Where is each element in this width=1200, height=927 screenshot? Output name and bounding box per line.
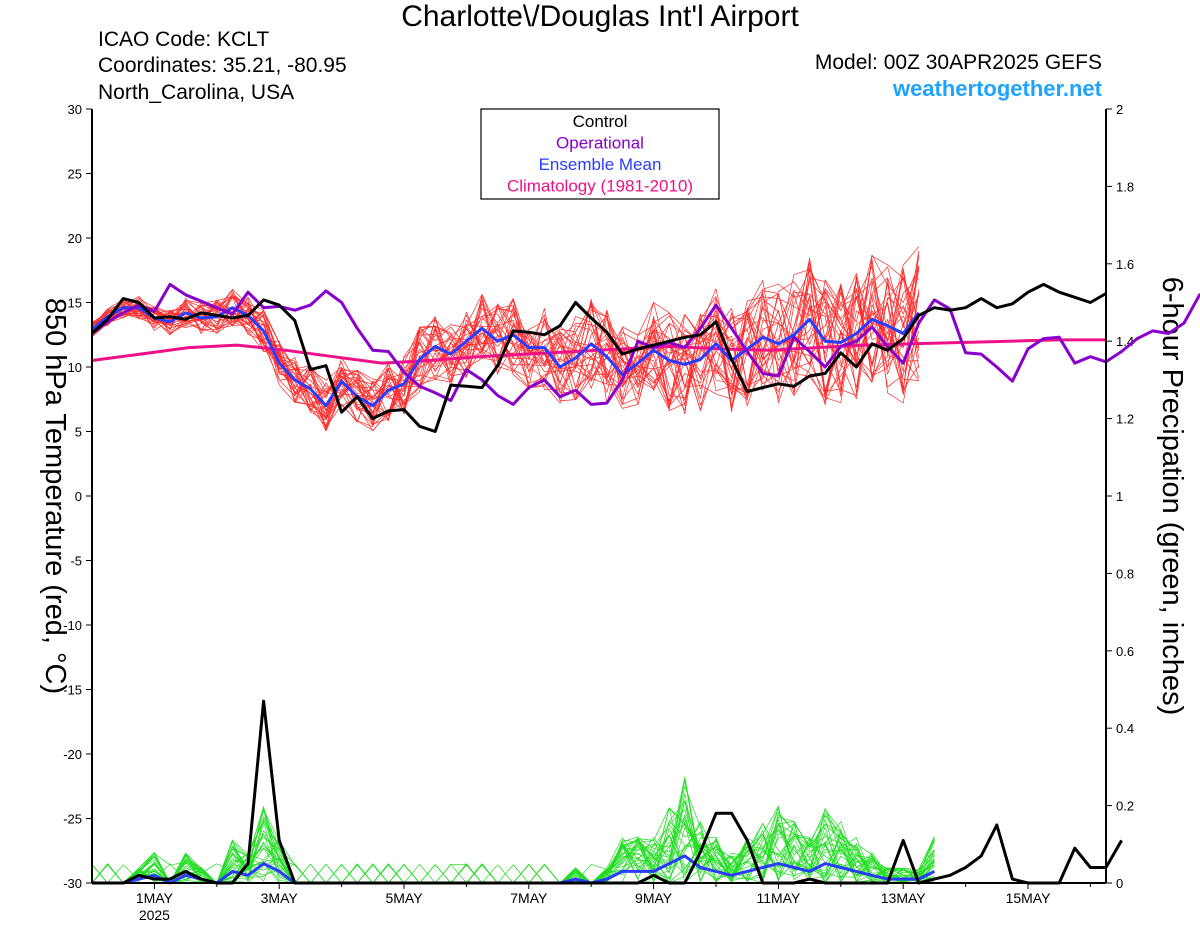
right-tick-label: 0.2 (1116, 799, 1134, 814)
right-axis-label: 6-hour Precipation (green, inches) (1156, 277, 1188, 715)
legend-box (480, 108, 720, 200)
left-tick-label: -15 (63, 683, 82, 698)
right-tick-label: 0 (1116, 876, 1123, 891)
location-label: North_Carolina, USA (98, 81, 295, 104)
x-tick-label: 15MAY (1006, 890, 1052, 906)
x-tick-label: 5MAY (385, 890, 423, 906)
left-tick-label: 25 (68, 167, 82, 182)
x-tick-sublabel: 2025 (139, 907, 170, 923)
ensemble-temp-line (91, 259, 920, 415)
left-tick-label: 30 (68, 102, 82, 117)
right-tick-label: 2 (1116, 102, 1123, 117)
x-tick-label: 1MAY (136, 890, 174, 906)
right-tick-label: 1.6 (1116, 257, 1134, 272)
legend-entry: Operational (556, 134, 644, 153)
coordinates-label: Coordinates: 35.21, -80.95 (98, 54, 347, 77)
left-tick-label: -10 (63, 618, 82, 633)
right-tick-label: 0.8 (1116, 566, 1134, 581)
plot-area (92, 109, 1106, 883)
left-tick-label: 20 (68, 231, 82, 246)
x-tick-label: 13MAY (881, 890, 927, 906)
right-tick-label: 1 (1116, 489, 1123, 504)
ensemble-temp-line (91, 261, 919, 424)
x-tick-label: 3MAY (261, 890, 299, 906)
left-tick-label: -25 (63, 812, 82, 827)
legend-entry: Control (573, 112, 628, 131)
legend: Control Operational Ensemble Mean Climatolo… (480, 108, 720, 200)
left-tick-label: 0 (75, 489, 82, 504)
legend-entry: Climatology (1981-2010) (507, 177, 693, 196)
right-tick-label: 1.8 (1116, 179, 1134, 194)
ensemble-temp-line (91, 255, 920, 427)
ensemble-temp-line (91, 261, 920, 418)
left-tick-label: -30 (63, 876, 82, 891)
legend-entry: Ensemble Mean (539, 155, 662, 174)
x-tick-label: 7MAY (510, 890, 548, 906)
ensemble-temp-line (91, 267, 920, 423)
icao-code-label: ICAO Code: KCLT (98, 28, 270, 51)
left-tick-label: -5 (70, 554, 82, 569)
ensemble-temp-line (91, 289, 919, 419)
control-temp-line (90, 282, 1107, 433)
right-tick-label: 1.2 (1116, 412, 1134, 427)
x-tick-label: 11MAY (756, 890, 800, 906)
ensemble-temp-line (91, 287, 920, 412)
right-tick-label: 0.4 (1116, 721, 1134, 736)
operational-temp-line (91, 282, 1200, 406)
left-tick-label: 5 (75, 425, 82, 440)
ensemble-mean-temp-line (91, 306, 920, 408)
left-axis-label: 850 hPa Temperature (red, °C) (39, 298, 71, 694)
right-tick-label: 0.6 (1116, 644, 1134, 659)
left-tick-label: -20 (63, 747, 82, 762)
left-tick-label: 15 (68, 296, 82, 311)
model-run-label: Model: 00Z 30APR2025 GEFS (814, 51, 1102, 74)
chart-title: Charlotte\/Douglas Int'l Airport (401, 0, 799, 33)
site-link[interactable]: weathertogether.net (892, 76, 1102, 101)
left-tick-label: 10 (68, 360, 82, 375)
x-tick-label: 9MAY (635, 890, 673, 906)
